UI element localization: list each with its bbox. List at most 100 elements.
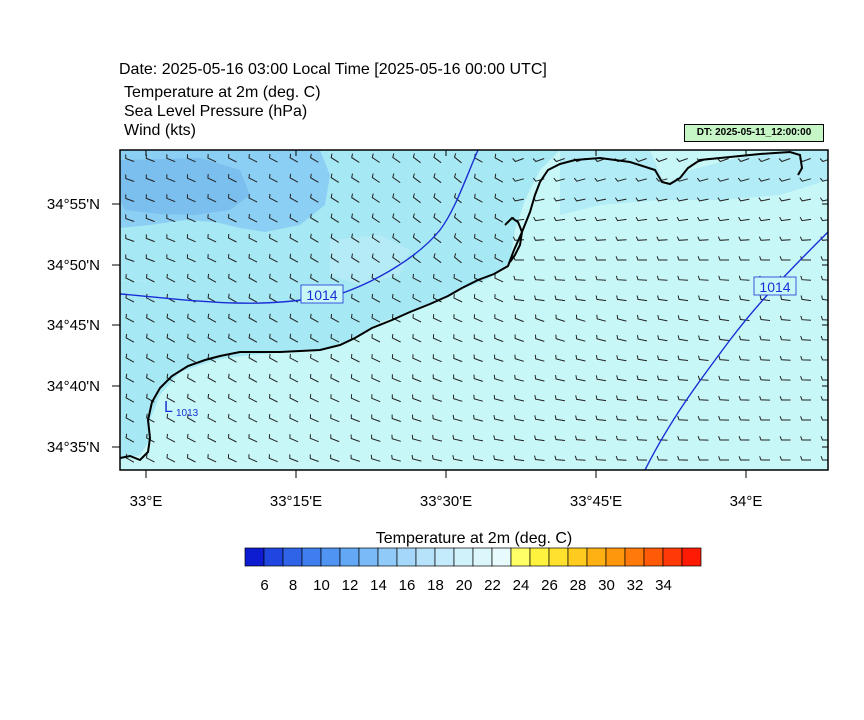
wind-barb xyxy=(595,435,607,441)
wind-barb xyxy=(616,314,627,322)
wind-barb xyxy=(595,455,607,461)
wind-barb xyxy=(759,396,771,401)
wind-barb xyxy=(820,416,828,421)
wind-barb xyxy=(412,153,421,164)
wind-barb xyxy=(371,354,381,363)
colorbar-label: 8 xyxy=(289,577,297,594)
colorbar-label: 32 xyxy=(627,577,644,594)
wind-barb xyxy=(207,333,217,343)
wind-barb xyxy=(125,433,135,443)
wind-barb xyxy=(187,353,196,363)
wind-barb xyxy=(717,177,729,182)
colorbar-label: 14 xyxy=(370,577,387,594)
wind-barb xyxy=(269,353,278,363)
colorbar-swatch xyxy=(472,547,493,567)
wind-barb xyxy=(289,353,299,363)
wind-barb xyxy=(758,158,770,163)
wind-barb xyxy=(351,293,360,303)
wind-barb xyxy=(494,153,504,163)
wind-barb xyxy=(125,373,135,383)
wind-barb xyxy=(268,393,278,403)
wind-barb xyxy=(532,158,545,163)
wind-barb xyxy=(494,294,504,303)
colorbar-swatch xyxy=(358,547,379,567)
wind-barb xyxy=(432,434,443,442)
wind-barb xyxy=(125,234,135,242)
isobar-1014-east xyxy=(644,231,828,470)
wind-barb xyxy=(696,177,709,182)
wind-barb xyxy=(555,334,565,342)
wind-barb xyxy=(330,233,340,243)
wind-barb xyxy=(738,256,750,261)
wind-barb xyxy=(575,334,586,342)
wind-barb xyxy=(186,273,196,283)
wind-barb xyxy=(289,253,299,263)
wind-barb xyxy=(677,335,688,342)
colorbar-label: 6 xyxy=(260,577,268,594)
wind-barb xyxy=(596,334,607,342)
wind-barb xyxy=(800,335,812,341)
wind-barb xyxy=(779,436,791,441)
wind-barb xyxy=(432,273,442,283)
wind-barb xyxy=(145,194,155,203)
wind-barb xyxy=(248,233,258,243)
wind-barb xyxy=(575,415,586,422)
wind-barb xyxy=(412,173,421,184)
wind-barb xyxy=(759,375,771,381)
wind-barb xyxy=(677,435,689,441)
wind-barb xyxy=(514,354,524,362)
wind-barb xyxy=(248,253,258,263)
wind-barb xyxy=(330,253,340,263)
wind-barb xyxy=(186,453,196,463)
wind-barb xyxy=(412,293,422,303)
low-pressure-marker: L 1013 xyxy=(164,399,199,419)
colorbar-swatch xyxy=(491,547,512,567)
wind-barb xyxy=(759,335,771,341)
wind-barb xyxy=(228,273,237,283)
wind-barb xyxy=(166,413,176,423)
wind-barb xyxy=(717,236,730,241)
colorbar-swatch xyxy=(415,547,436,567)
wind-barb xyxy=(514,394,525,402)
wind-barb xyxy=(779,355,791,361)
wind-barb xyxy=(371,173,380,183)
wind-barb xyxy=(616,395,627,401)
wind-barb xyxy=(472,435,484,442)
wind-barb xyxy=(351,273,360,283)
wind-barb xyxy=(820,436,828,441)
wind-barb xyxy=(738,335,750,341)
wind-barb xyxy=(636,435,648,441)
wind-barb xyxy=(615,435,627,441)
lat-tick-label: 34°40'N xyxy=(47,378,100,395)
colorbar-swatch xyxy=(320,547,341,567)
map-frame xyxy=(119,149,829,471)
wind-barb xyxy=(371,313,381,323)
lon-tick-label: 34°E xyxy=(730,493,763,510)
wind-barb xyxy=(698,355,709,361)
land-area-northeast xyxy=(560,150,828,215)
lon-tick-label: 33°45'E xyxy=(570,493,622,510)
wind-barb xyxy=(289,454,299,463)
coastline-bay xyxy=(504,216,524,263)
colorbar-swatch xyxy=(567,547,588,567)
wind-barb xyxy=(677,315,688,322)
wind-barb xyxy=(268,213,278,223)
lon-tick-label: 33°30'E xyxy=(420,493,472,510)
wind-barb xyxy=(145,453,155,463)
colorbar-swatch xyxy=(244,547,265,567)
wind-barb xyxy=(737,177,750,182)
wind-barb xyxy=(411,454,422,462)
wind-barbs xyxy=(125,153,828,463)
wind-barb xyxy=(187,413,196,423)
lat-tick-label: 34°45'N xyxy=(47,317,100,334)
wind-barb xyxy=(738,395,750,401)
wind-barb xyxy=(656,415,668,421)
wind-barb xyxy=(698,335,709,342)
wind-barb xyxy=(575,395,586,402)
lat-tick-label: 34°50'N xyxy=(47,257,100,274)
wind-barb xyxy=(207,293,217,303)
wind-barb xyxy=(268,454,278,463)
wind-barb xyxy=(494,233,504,243)
wind-barb xyxy=(227,393,237,403)
wind-barb xyxy=(411,434,422,442)
